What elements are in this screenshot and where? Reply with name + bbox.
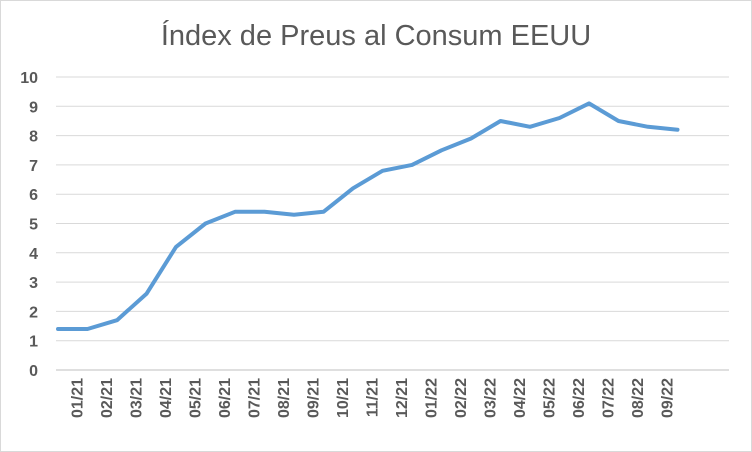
y-tick-label: 2 (29, 304, 38, 321)
x-tick-label: 01/22 (424, 378, 441, 418)
x-tick-label: 06/22 (571, 378, 588, 418)
y-tick-label: 5 (29, 217, 38, 234)
x-tick-label: 10/21 (335, 378, 352, 418)
y-tick-label: 3 (29, 275, 38, 292)
y-tick-label: 8 (29, 129, 38, 146)
x-tick-label: 05/21 (188, 378, 205, 418)
x-tick-label: 07/21 (247, 378, 264, 418)
x-tick-label: 03/21 (129, 378, 146, 418)
x-tick-label: 09/21 (306, 378, 323, 418)
x-tick-label: 11/21 (365, 378, 382, 417)
x-tick-label: 08/21 (276, 378, 293, 418)
x-tick-label: 06/21 (217, 378, 234, 418)
chart-title: Índex de Preus al Consum EEUU (161, 19, 591, 52)
x-tick-label: 01/21 (70, 378, 87, 418)
x-tick-label: 02/21 (99, 378, 116, 418)
x-tick-label: 04/22 (512, 378, 529, 418)
x-tick-label: 08/22 (630, 378, 647, 418)
x-tick-label: 02/22 (453, 378, 470, 418)
x-tick-label: 07/22 (601, 378, 618, 418)
x-tick-label: 09/22 (660, 378, 677, 418)
y-tick-label: 10 (20, 70, 38, 87)
y-tick-label: 0 (29, 363, 38, 380)
series-line (56, 101, 680, 331)
y-tick-label: 1 (29, 334, 38, 351)
y-tick-label: 4 (29, 246, 38, 263)
x-tick-label: 05/22 (542, 378, 559, 418)
x-tick-label: 12/21 (394, 378, 411, 418)
y-tick-label: 7 (29, 158, 38, 175)
y-tick-label: 9 (29, 99, 38, 116)
y-tick-label: 6 (29, 187, 38, 204)
x-tick-label: 03/22 (483, 378, 500, 418)
x-tick-label: 04/21 (158, 378, 175, 418)
